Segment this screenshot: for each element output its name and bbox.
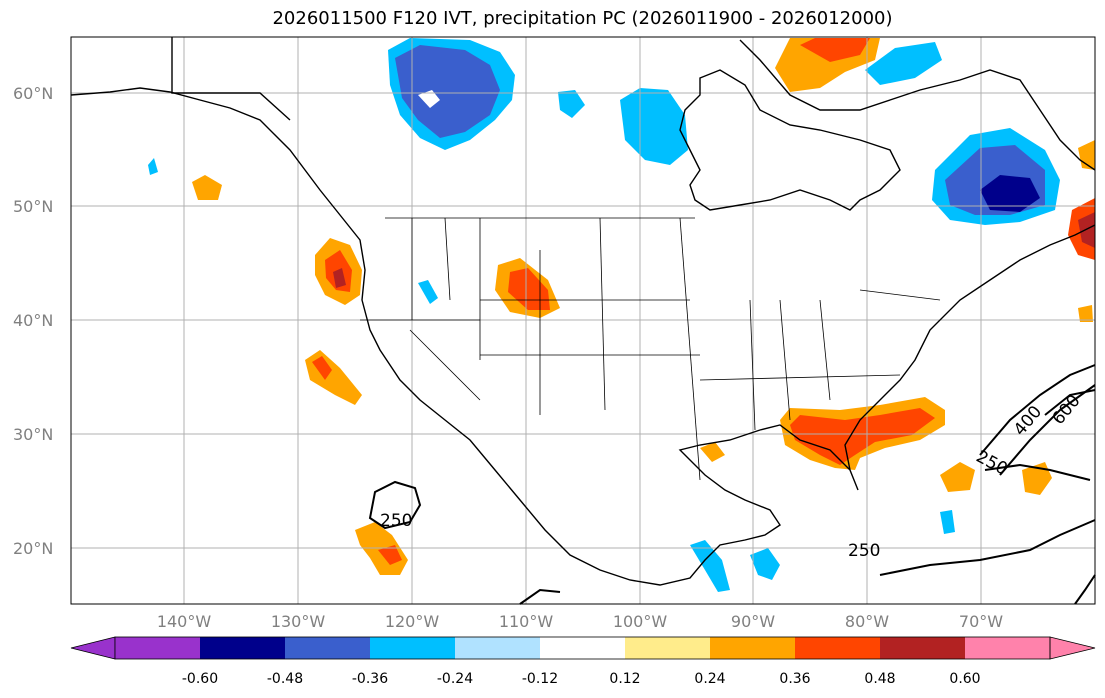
lon-label: 110°W xyxy=(499,612,554,631)
colorbar-segment xyxy=(965,637,1050,659)
colorbar-segment xyxy=(370,637,455,659)
colorbar-tick-label: -0.48 xyxy=(267,671,303,687)
ivt-contours xyxy=(368,364,1096,605)
colorbar-tick-label: 0.24 xyxy=(694,671,725,687)
colorbar-tick-label: -0.60 xyxy=(182,671,218,687)
lon-label: 140°W xyxy=(157,612,212,631)
neg-region-hudson xyxy=(620,88,688,165)
lat-labels: 60°N 50°N 40°N 30°N 20°N xyxy=(13,84,53,558)
neg-region-central-america xyxy=(690,540,730,592)
colorbar-extend-max xyxy=(1049,636,1096,660)
colorbar-tick-label: 0.36 xyxy=(779,671,810,687)
colorbar xyxy=(70,636,1096,660)
colorbar-tick-label: 0.60 xyxy=(949,671,980,687)
lat-label: 50°N xyxy=(13,197,53,216)
precip-regions xyxy=(148,38,1095,592)
colorbar-outline xyxy=(114,636,1051,660)
colorbar-segment xyxy=(710,637,795,659)
neg-region-canada-west-core xyxy=(395,45,500,138)
colorbar-segment xyxy=(540,637,625,659)
lon-label: 130°W xyxy=(271,612,326,631)
lat-label: 20°N xyxy=(13,539,53,558)
ivt-contour-label: 250 xyxy=(380,511,412,531)
colorbar-tick-label: 0.12 xyxy=(609,671,640,687)
colorbar-segment xyxy=(455,637,540,659)
colorbar-tick-label: -0.24 xyxy=(437,671,473,687)
lon-label: 120°W xyxy=(385,612,440,631)
lon-label: 100°W xyxy=(613,612,668,631)
lon-labels: 140°W 130°W 120°W 110°W 100°W 90°W 80°W … xyxy=(157,612,1003,631)
ivt-contour-label: 250 xyxy=(848,541,880,561)
colorbar-extend-min xyxy=(70,636,116,660)
colorbar-tick-label: 0.48 xyxy=(864,671,895,687)
coastlines xyxy=(70,37,1096,586)
map-title: 2026011500 F120 IVT, precipitation PC (2… xyxy=(272,8,893,29)
colorbar-tick-label: -0.36 xyxy=(352,671,388,687)
lat-label: 30°N xyxy=(13,425,53,444)
lon-label: 80°W xyxy=(845,612,889,631)
colorbar-segment xyxy=(880,637,965,659)
colorbar-labels: -0.60 -0.48 -0.36 -0.24 -0.12 0.12 0.24 … xyxy=(182,671,981,687)
colorbar-segment xyxy=(200,637,285,659)
colorbar-segment xyxy=(285,637,370,659)
map-panel: 250 250 250 400 600 xyxy=(70,36,1096,605)
lat-label: 60°N xyxy=(13,84,53,103)
lat-label: 40°N xyxy=(13,311,53,330)
colorbar-segment xyxy=(115,637,200,659)
colorbar-tick-label: -0.12 xyxy=(522,671,558,687)
graticule xyxy=(71,37,1095,604)
lon-label: 70°W xyxy=(959,612,1003,631)
colorbar-segment xyxy=(625,637,710,659)
state-borders xyxy=(360,217,941,481)
colorbar-segment xyxy=(795,637,880,659)
lon-label: 90°W xyxy=(731,612,775,631)
